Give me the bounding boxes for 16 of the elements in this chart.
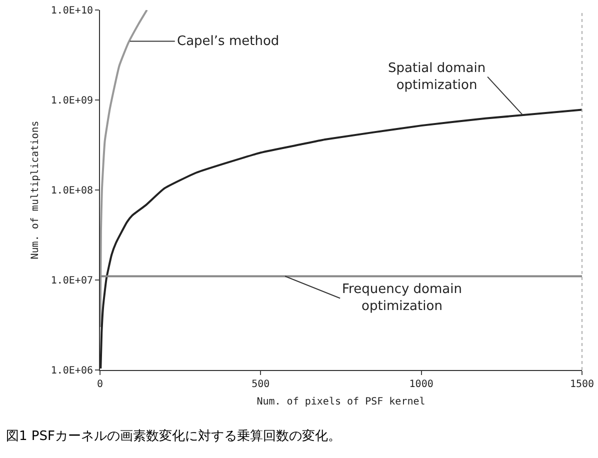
annotation: Capel’s method [177, 34, 280, 49]
y-tick-label: 1.0E+08 [50, 186, 93, 196]
line-series [100, 10, 148, 328]
annotation: Frequency domain optimization [342, 282, 462, 314]
annotation: Spatial domain optimization [388, 61, 486, 93]
y-tick-label: 1.0E+06 [50, 366, 93, 376]
y-axis-title: Num. of multiplications [30, 120, 41, 260]
x-tick-label: 0 [96, 379, 104, 390]
x-axis-title: Num. of pixels of PSF kernel [256, 396, 426, 408]
x-tick-label: 1000 [409, 379, 434, 390]
caption: 図1 PSFカーネルの画素数変化に対する乗算回数の変化。 [6, 428, 341, 444]
y-tick-label: 1.0E+07 [50, 276, 93, 286]
y-tick-label: 1.0E+10 [50, 6, 93, 16]
x-tick-label: 1500 [570, 379, 594, 390]
x-tick-label: 500 [252, 379, 270, 390]
y-tick-label: 1.0E+09 [50, 96, 93, 106]
